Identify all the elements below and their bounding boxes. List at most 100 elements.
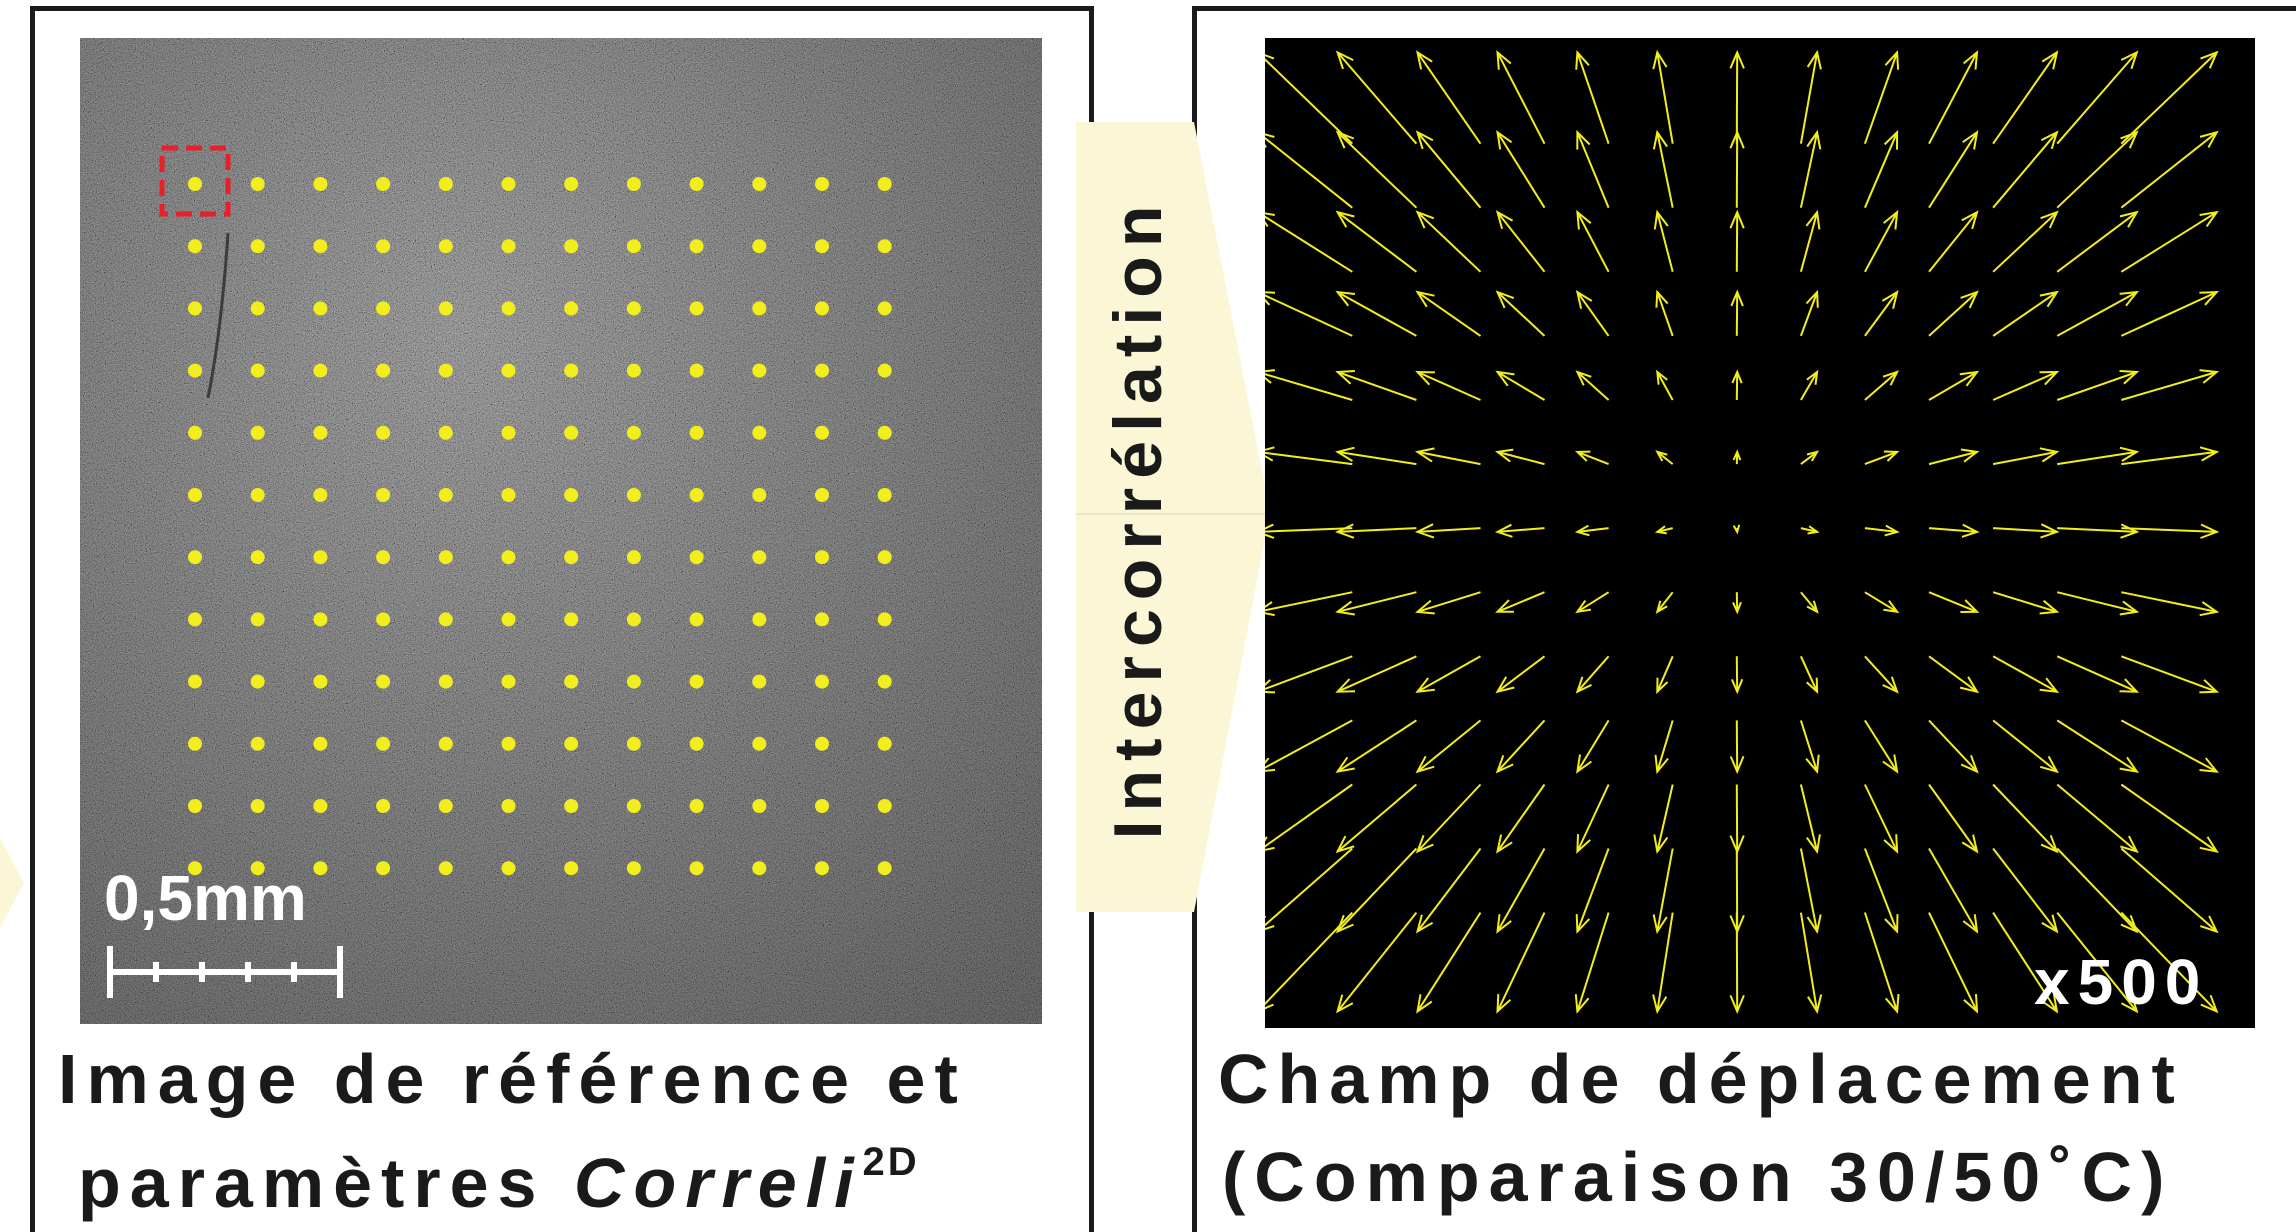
- displacement-vector: [1265, 591, 1353, 617]
- displacement-vector: [1495, 655, 1546, 694]
- displacement-caption-line1: Champ de déplacement: [1218, 1040, 2184, 1118]
- grid-node: [626, 861, 641, 876]
- displacement-vector: [1799, 129, 1822, 208]
- grid-node: [877, 861, 892, 876]
- grid-node: [376, 363, 391, 378]
- correlation-label: Intercorrélation: [1100, 196, 1176, 840]
- displacement-vector: [1265, 847, 1353, 931]
- grid-node: [689, 363, 704, 378]
- displacement-vector: [1265, 133, 1353, 209]
- grid-node: [188, 674, 202, 689]
- displacement-vector: [1576, 784, 1610, 854]
- grid-node: [250, 736, 265, 751]
- displacement-vector: [1732, 449, 1742, 465]
- grid-node: [815, 301, 829, 316]
- grid-node: [564, 861, 579, 876]
- displacement-vector: [1928, 370, 1980, 401]
- scale-bar-label: 0,5mm: [104, 862, 307, 934]
- displacement-vector: [1656, 655, 1674, 695]
- displacement-vector: [2121, 591, 2220, 617]
- displacement-vector: [1928, 847, 1979, 934]
- displacement-vector: [2057, 523, 2140, 539]
- displacement-vector: [2056, 847, 2139, 934]
- grid-node: [376, 861, 391, 876]
- displacement-vector: [1574, 912, 1610, 1014]
- grid-node: [752, 799, 767, 813]
- grid-node: [501, 799, 516, 813]
- grid-node: [438, 425, 453, 440]
- grid-node: [250, 177, 265, 191]
- grid-node: [877, 363, 892, 378]
- reference-caption-prefix: paramètres: [78, 1144, 574, 1222]
- displacement-vector: [1863, 784, 1899, 854]
- displacement-vector: [2056, 719, 2139, 773]
- displacement-vector: [1992, 847, 2059, 934]
- scale-bar: [107, 946, 343, 998]
- grid-node: [438, 550, 453, 565]
- displacement-vector: [1652, 912, 1674, 1014]
- displacement-vector: [1729, 129, 1745, 208]
- grid-node: [564, 239, 579, 254]
- grid-node: [438, 488, 453, 502]
- grid-node: [815, 612, 829, 627]
- grid-node: [877, 799, 892, 813]
- grid-node: [250, 239, 265, 254]
- grid-node: [626, 239, 641, 254]
- grid-node: [501, 425, 516, 440]
- displacement-vector: [1993, 523, 2060, 539]
- grid-node: [250, 363, 265, 378]
- displacement-vector: [1495, 591, 1545, 613]
- grid-node: [877, 674, 892, 689]
- displacement-vector: [1729, 209, 1745, 272]
- grid-node: [689, 488, 704, 502]
- grid-node: [313, 239, 328, 254]
- displacement-vector: [1335, 591, 1417, 616]
- subset-marker: [159, 145, 231, 217]
- displacement-vector: [1335, 50, 1418, 145]
- displacement-vector: [1495, 448, 1545, 466]
- grid-node: [188, 239, 202, 254]
- grid-node: [626, 799, 641, 813]
- grid-node: [188, 488, 202, 502]
- displacement-vector: [1800, 525, 1820, 535]
- displacement-vector: [1575, 655, 1610, 694]
- displacement-vector: [1265, 655, 1353, 694]
- grid-node: [815, 239, 829, 254]
- displacement-vector: [1496, 50, 1546, 145]
- grid-node: [564, 363, 579, 378]
- grid-node: [376, 799, 391, 813]
- grid-node: [689, 736, 704, 751]
- displacement-vector: [1928, 210, 1979, 273]
- grid-node: [438, 363, 453, 378]
- displacement-vector: [1496, 848, 1546, 934]
- grid-node: [752, 550, 767, 565]
- grid-node: [313, 612, 328, 627]
- magnification-label: x500: [2034, 946, 2209, 1018]
- grid-node: [438, 674, 453, 689]
- grid-node: [564, 301, 579, 316]
- displacement-vector: [1265, 446, 1353, 466]
- grid-node: [689, 425, 704, 440]
- grid-node: [313, 177, 328, 191]
- grid-node: [188, 550, 202, 565]
- displacement-vector: [1992, 783, 2059, 854]
- grid-node: [438, 177, 453, 191]
- grid-node: [689, 612, 704, 627]
- displacement-vector: [1730, 289, 1744, 336]
- displacement-vector: [1495, 370, 1546, 401]
- grid-node: [313, 674, 328, 689]
- displacement-vector: [1575, 848, 1610, 934]
- reference-speckle-image: [80, 38, 1042, 1024]
- grid-node: [501, 550, 516, 565]
- grid-node: [815, 799, 829, 813]
- displacement-vector: [1928, 719, 1979, 774]
- displacement-vector: [2056, 130, 2139, 209]
- displacement-vector: [1928, 783, 1979, 854]
- displacement-vector: [1415, 591, 1481, 615]
- displacement-vector: [1652, 49, 1674, 144]
- displacement-vector: [1575, 49, 1610, 145]
- grid-node: [877, 550, 892, 565]
- grid-node: [313, 799, 328, 813]
- displacement-vector: [1928, 50, 1979, 145]
- displacement-vector: [1928, 655, 1980, 694]
